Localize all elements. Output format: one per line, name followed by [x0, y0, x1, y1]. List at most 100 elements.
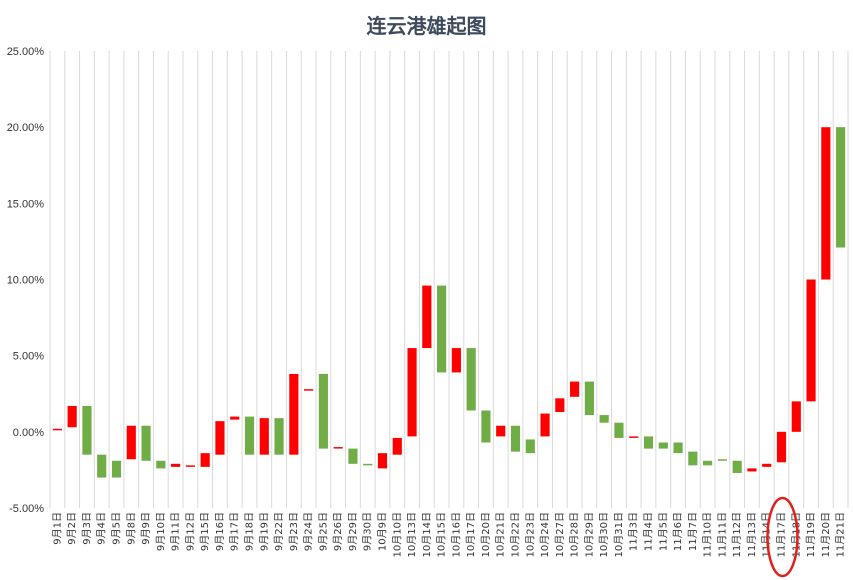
y-tick-label: 25.00% — [7, 46, 45, 58]
candle-bar — [836, 127, 846, 248]
y-tick-label: 0.00% — [13, 427, 44, 439]
x-tick-label: 10月13日 — [406, 512, 418, 557]
x-tick-label: 9月5日 — [111, 512, 123, 545]
candle-bar — [377, 453, 388, 469]
candle-bar — [451, 348, 461, 373]
candle-bar — [67, 405, 77, 428]
x-tick-label: 11月6日 — [672, 512, 684, 551]
x-tick-label: 11月13日 — [746, 512, 758, 557]
x-tick-label: 10月30日 — [598, 512, 610, 557]
x-tick-label: 10月10日 — [391, 512, 403, 557]
candle-bar — [274, 418, 284, 455]
candle-bar — [599, 415, 609, 423]
candle-bar — [643, 436, 654, 449]
candle-bar — [407, 348, 417, 437]
x-tick-label: 10月22日 — [510, 512, 522, 557]
grid-lines — [49, 51, 849, 508]
candle-bar — [806, 279, 816, 402]
x-tick-label: 9月30日 — [362, 512, 374, 551]
x-tick-label: 9月3日 — [81, 512, 93, 545]
x-tick-label: 9月1日 — [51, 512, 63, 545]
x-tick-label: 11月11日 — [716, 512, 728, 557]
candle-bar — [156, 460, 166, 469]
x-tick-label: 9月12日 — [184, 512, 196, 551]
candle-bar — [141, 425, 151, 461]
x-tick-label: 10月17日 — [465, 512, 477, 557]
candle-bar — [555, 398, 565, 413]
x-tick-label: 11月21日 — [835, 512, 847, 557]
candle-bar — [540, 413, 550, 437]
x-tick-label: 9月22日 — [273, 512, 285, 551]
x-tick-label: 9月18日 — [244, 512, 256, 551]
chart-title: 连云港雄起图 — [366, 14, 487, 38]
candle-bar — [496, 425, 506, 437]
candle-bar — [244, 416, 255, 455]
x-tick-label: 11月10日 — [702, 512, 714, 557]
x-tick-label: 9月2日 — [66, 512, 78, 545]
x-tick-label: 10月27日 — [554, 512, 566, 557]
highlight-ellipse — [766, 496, 799, 578]
candle-bar — [215, 421, 225, 455]
y-tick-label: 20.00% — [7, 122, 45, 134]
y-tick-label: 15.00% — [7, 198, 45, 210]
x-tick-label: 9月17日 — [229, 512, 241, 551]
candle-bar — [348, 448, 358, 464]
candle-bar — [703, 460, 713, 466]
y-tick-label: 5.00% — [13, 351, 44, 363]
candle-bar — [392, 437, 402, 455]
candle-bar — [673, 442, 683, 454]
annotation — [766, 496, 799, 578]
candle-bar — [717, 459, 727, 461]
candle-bar — [185, 465, 195, 467]
candle-bar — [614, 422, 624, 438]
candles — [52, 127, 846, 478]
candle-bar — [747, 468, 757, 472]
x-tick-label: 10月31日 — [613, 512, 625, 557]
candle-bar — [762, 463, 772, 467]
candle-bar — [171, 463, 181, 467]
x-tick-label: 10月16日 — [450, 512, 462, 557]
x-axis: 9月1日 9月2日 9月3日 9月4日 9月5日 9月8日 9月9日 9月10日 9月11日 9月… — [51, 512, 846, 557]
candle-bar — [732, 460, 742, 473]
x-tick-label: 9月19日 — [258, 512, 270, 551]
x-tick-label: 9月4日 — [96, 512, 108, 545]
candle-bar — [200, 453, 210, 467]
candle-bar — [776, 431, 787, 463]
candle-bar — [466, 348, 476, 411]
x-tick-label: 10月29日 — [583, 512, 595, 557]
x-tick-label: 9月11日 — [170, 512, 182, 551]
candle-bar — [111, 460, 122, 478]
x-tick-label: 11月7日 — [687, 512, 699, 551]
candle-bar — [333, 447, 343, 449]
candle-bar — [318, 373, 328, 449]
candle-bar — [570, 381, 580, 397]
y-tick-label: 10.00% — [7, 275, 45, 287]
y-tick-label: -5.00% — [9, 503, 44, 515]
candle-bar — [363, 463, 373, 466]
candle-bar — [82, 405, 92, 455]
x-tick-label: 10月24日 — [539, 512, 551, 557]
x-tick-label: 9月25日 — [317, 512, 329, 551]
candle-bar — [126, 425, 136, 460]
x-tick-label: 9月26日 — [332, 512, 344, 551]
candle-bar — [422, 285, 432, 349]
candle-bar — [97, 454, 107, 478]
candle-bar — [629, 436, 639, 438]
x-tick-label: 10月20日 — [480, 512, 492, 557]
candle-bar — [510, 425, 521, 452]
candle-bar — [304, 389, 314, 391]
x-tick-label: 10月28日 — [569, 512, 581, 557]
x-tick-label: 11月5日 — [657, 512, 669, 551]
x-tick-label: 11月17日 — [776, 512, 788, 557]
candle-bar — [791, 401, 801, 432]
candle-bar — [584, 381, 594, 416]
x-tick-label: 10月23日 — [524, 512, 536, 557]
x-tick-label: 11月19日 — [805, 512, 817, 557]
x-tick-label: 9月29日 — [347, 512, 359, 551]
x-tick-label: 9月15日 — [199, 512, 211, 551]
x-tick-label: 11月20日 — [820, 512, 832, 557]
candle-bar — [259, 418, 269, 455]
candle-bar — [821, 127, 831, 280]
x-tick-label: 10月15日 — [436, 512, 448, 557]
